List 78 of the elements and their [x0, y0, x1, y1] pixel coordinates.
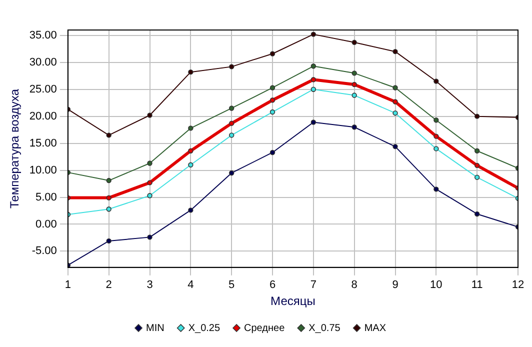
point: [392, 144, 398, 150]
x-tick-label: 8: [351, 279, 358, 292]
point: [434, 134, 439, 139]
x-tick-label: 5: [228, 279, 235, 292]
point: [228, 64, 234, 70]
legend-label: X_0.75: [308, 322, 341, 334]
x-tick-label: 11: [471, 279, 483, 292]
point: [270, 51, 276, 56]
y-tick-label: 5.00: [36, 191, 57, 204]
y-tick-label: 10.00: [29, 164, 57, 176]
point: [228, 106, 234, 111]
point: [434, 186, 439, 192]
point: [147, 180, 152, 186]
point: [434, 78, 439, 84]
point: [474, 174, 480, 180]
x-tick-label: 12: [512, 279, 524, 292]
point: [228, 132, 234, 138]
y-tick-label: 30.00: [29, 56, 57, 68]
x-tick-label: 6: [269, 279, 276, 292]
x-tick-label: 9: [392, 279, 398, 292]
legend-label: MAX: [364, 322, 386, 334]
point: [352, 82, 357, 88]
point: [106, 206, 112, 212]
x-tick-label: 10: [430, 279, 442, 292]
point: [106, 195, 112, 200]
point: [392, 85, 398, 90]
point: [188, 126, 194, 131]
x-tick-label: 3: [146, 279, 153, 292]
point: [310, 32, 316, 37]
point: [106, 132, 112, 138]
point: [352, 70, 357, 76]
point: [392, 99, 398, 104]
y-tick-label: 25.00: [29, 83, 57, 96]
y-tick-label: 20.00: [29, 110, 57, 122]
point: [188, 208, 194, 213]
point: [352, 92, 357, 98]
point: [270, 98, 276, 103]
point: [392, 48, 398, 54]
point: [228, 170, 234, 176]
x-tick-label: 2: [106, 279, 112, 292]
point: [474, 162, 480, 168]
point: [474, 114, 480, 119]
point: [270, 109, 276, 115]
point: [434, 146, 439, 152]
point: [147, 160, 152, 166]
point: [434, 118, 439, 123]
point: [352, 40, 357, 46]
point: [188, 162, 194, 168]
point: [270, 150, 276, 156]
point: [147, 193, 152, 198]
y-tick-label: 35.00: [29, 29, 57, 42]
x-axis-title: Месяцы: [270, 294, 316, 308]
y-tick-label: 15.00: [29, 137, 57, 150]
point: [310, 86, 316, 92]
point: [474, 211, 480, 217]
point: [474, 148, 480, 154]
x-tick-label: 4: [188, 279, 194, 292]
point: [228, 120, 234, 126]
legend-label: Среднее: [244, 322, 286, 334]
legend-label: MIN: [146, 322, 164, 334]
point: [147, 112, 152, 118]
point: [106, 178, 112, 184]
point: [310, 120, 316, 125]
point: [188, 69, 194, 75]
point: [106, 238, 112, 244]
point: [270, 85, 276, 90]
y-tick-label: -5.00: [32, 245, 57, 258]
point: [310, 77, 316, 82]
point: [352, 124, 357, 130]
x-tick-label: 1: [64, 279, 71, 292]
x-tick-label: 7: [310, 279, 316, 292]
point: [310, 64, 316, 69]
y-tick-label: 0.00: [36, 218, 57, 230]
point: [392, 110, 398, 116]
point: [147, 234, 152, 240]
point: [188, 148, 194, 154]
legend-label: X_0.25: [188, 322, 220, 334]
y-axis-title: Температура воздуха: [8, 88, 22, 208]
